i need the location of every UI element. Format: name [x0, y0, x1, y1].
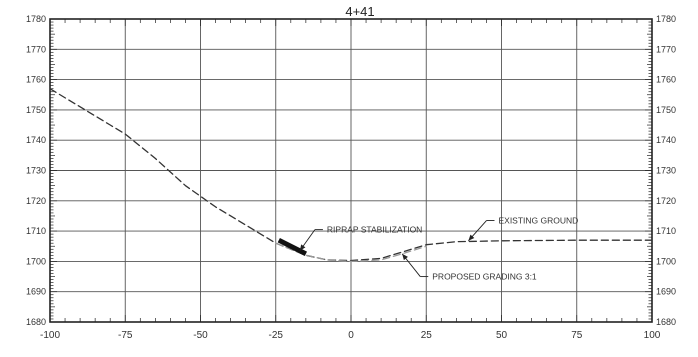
y-tick-label-right: 1740	[656, 135, 676, 145]
y-tick-label-left: 1720	[26, 196, 46, 206]
y-tick-label-right: 1760	[656, 75, 676, 85]
y-tick-label-left: 1740	[26, 135, 46, 145]
annotation-layer: RIPRAP STABILIZATION EXISTING GROUND PROPO…	[299, 216, 578, 282]
x-tick-label: 50	[496, 330, 508, 341]
y-tick-label-right: 1690	[656, 287, 676, 297]
y-tick-label-left: 1760	[26, 75, 46, 85]
x-tick-label: 25	[421, 330, 433, 341]
y-tick-label-right: 1780	[656, 14, 676, 24]
y-tick-label-left: 1680	[26, 317, 46, 327]
x-axis-labels: -100 -75 -50 -25 0 25 50 75 100	[40, 330, 661, 341]
section-title: 4+41	[345, 4, 375, 19]
x-tick-label: -100	[40, 330, 60, 341]
x-tick-label: 100	[644, 330, 661, 341]
y-tick-label-left: 1700	[26, 256, 46, 266]
annotation-proposed-grading-3-1: PROPOSED GRADING 3:1	[432, 272, 537, 282]
grid-layer	[50, 19, 652, 322]
riprap-segment	[277, 237, 308, 257]
annotation-existing-ground: EXISTING GROUND	[498, 216, 578, 226]
annotation-arrowhead	[402, 253, 408, 261]
y-axis-labels-left: 1680 1690 1700 1710 1720 1730 1740 1750 1760 1770…	[26, 14, 46, 327]
y-tick-label-left: 1780	[26, 14, 46, 24]
x-tick-label: -50	[193, 330, 208, 341]
y-tick-label-right: 1680	[656, 317, 676, 327]
y-tick-label-right: 1710	[656, 226, 676, 236]
y-tick-label-right: 1720	[656, 196, 676, 206]
y-tick-label-right: 1730	[656, 166, 676, 176]
x-tick-label: -75	[118, 330, 133, 341]
annotation-riprap-stabilization: RIPRAP STABILIZATION	[327, 225, 422, 235]
annotation-arrowhead	[468, 234, 475, 241]
x-tick-label: 75	[571, 330, 583, 341]
proposed-grading-line	[275, 242, 427, 263]
y-axis-labels-right: 1680 1690 1700 1710 1720 1730 1740 1750 1760 1770…	[656, 14, 676, 327]
x-tick-label: 0	[348, 330, 354, 341]
y-tick-label-left: 1730	[26, 166, 46, 176]
annotation-arrowhead	[299, 244, 306, 251]
y-tick-label-right: 1750	[656, 105, 676, 115]
x-tick-label: -25	[269, 330, 284, 341]
y-tick-label-left: 1750	[26, 105, 46, 115]
y-tick-label-left: 1710	[26, 226, 46, 236]
y-tick-label-left: 1690	[26, 287, 46, 297]
y-tick-label-right: 1770	[656, 44, 676, 54]
plot-frame	[49, 18, 653, 323]
existing-ground-line	[49, 88, 653, 262]
y-tick-label-right: 1700	[656, 256, 676, 266]
series-layer	[49, 88, 653, 263]
y-tick-label-left: 1770	[26, 44, 46, 54]
